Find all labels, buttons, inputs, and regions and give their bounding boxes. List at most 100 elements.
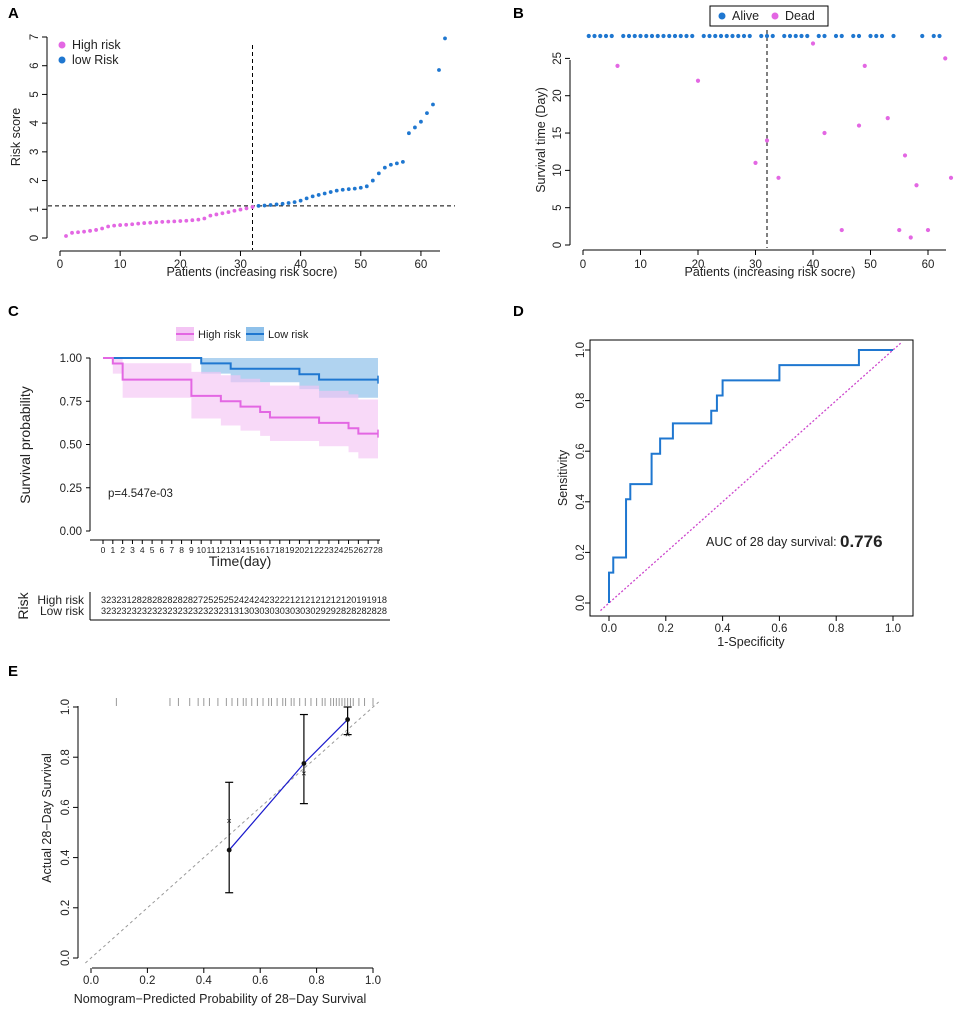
- d-ytick-label: 0.8: [575, 393, 587, 409]
- legend-high-risk-swatch: [58, 41, 66, 49]
- a-point-high-risk: [124, 222, 129, 227]
- b-point-alive: [713, 33, 718, 39]
- b-point-alive: [649, 33, 655, 39]
- panel-d-auc-value: 0.776: [840, 532, 883, 551]
- e-ytick-label: 1.0: [60, 699, 72, 715]
- c-survival-curve-low-risk: [103, 357, 378, 381]
- e-ideal-marker: ×: [345, 730, 350, 740]
- d-ytick-label: 1.0: [575, 342, 587, 358]
- risk-table-title: Risk: [15, 591, 31, 619]
- b-point-alive: [678, 33, 683, 39]
- b-point-alive: [822, 33, 827, 39]
- b-point-alive: [592, 33, 597, 39]
- a-ytick-label: 7: [29, 34, 41, 40]
- a-point-low-risk: [292, 200, 297, 205]
- a-point-high-risk: [178, 219, 183, 223]
- b-point-alive: [879, 33, 885, 39]
- a-point-high-risk: [82, 229, 86, 234]
- a-point-low-risk: [346, 187, 351, 192]
- a-point-low-risk: [400, 160, 405, 164]
- b-ytick-label: 15: [552, 127, 564, 140]
- risk-table-low-label: Low risk: [40, 604, 85, 618]
- e-ytick-label: 0.2: [60, 900, 72, 916]
- c-xtick-label: 23: [324, 545, 334, 555]
- panel-b-xlabel: Patients (increasing risk socre): [685, 265, 856, 279]
- a-point-low-risk: [443, 36, 447, 41]
- b-point-alive: [707, 33, 712, 39]
- c-ytick-label: 0.50: [60, 440, 82, 452]
- c-xtick-label: 25: [344, 545, 354, 555]
- a-point-low-risk: [298, 198, 303, 203]
- d-ytick-label: 0.0: [575, 595, 587, 611]
- b-point-dead: [615, 63, 620, 68]
- b-point-dead: [862, 63, 867, 68]
- a-point-high-risk: [214, 212, 219, 217]
- b-point-alive: [764, 33, 770, 39]
- panel-b: B 0 10 20 30 40 50 60 0 5 10 15 20 25 Alive Dead Pat…: [513, 5, 954, 279]
- a-point-low-risk: [437, 68, 441, 72]
- b-point-dead: [908, 235, 913, 240]
- c-xtick-label: 13: [226, 545, 236, 555]
- b-point-dead: [839, 227, 844, 233]
- panel-e-xlabel: Nomogram−Predicted Probability of 28−Day…: [74, 992, 367, 1006]
- b-point-alive: [632, 33, 637, 39]
- legend-dead-swatch: [771, 12, 779, 20]
- c-xtick-label: 2: [120, 545, 125, 555]
- panel-a-ticks: 0 10 20 30 40 50 60 0 1 2 3 4 5 6 7: [29, 34, 427, 271]
- b-point-alive: [937, 33, 942, 39]
- panel-d-ylabel: Sensitivity: [556, 449, 570, 506]
- b-point-alive: [598, 33, 603, 39]
- b-point-alive: [759, 33, 764, 39]
- panel-d-xlabel: 1-Specificity: [717, 635, 785, 649]
- a-point-high-risk: [184, 218, 189, 223]
- a-point-high-risk: [196, 217, 201, 222]
- a-xtick-label: 50: [354, 259, 367, 271]
- b-point-dead: [810, 41, 816, 46]
- e-observed-point: [345, 717, 351, 722]
- b-point-alive: [805, 33, 810, 39]
- a-point-low-risk: [262, 203, 267, 208]
- d-ytick-label: 0.2: [575, 544, 587, 560]
- c-xtick-label: 3: [130, 545, 135, 555]
- a-xtick-label: 30: [234, 259, 247, 271]
- a-point-low-risk: [268, 203, 273, 207]
- b-point-alive: [793, 33, 798, 39]
- risk-table-high-label: High risk: [37, 593, 85, 607]
- panel-b-ylabel: Survival time (Day): [534, 87, 548, 193]
- a-point-low-risk: [376, 171, 381, 176]
- b-point-alive: [724, 33, 729, 39]
- a-point-high-risk: [190, 218, 195, 223]
- a-point-low-risk: [413, 125, 417, 130]
- b-point-alive: [603, 33, 609, 39]
- panel-c-xlabel: Time(day): [209, 553, 272, 569]
- panel-c: C High risk Low risk 0 1 2 3 4 5 6 7 8 9 10 11 12 13 1…: [8, 303, 390, 621]
- b-point-alive: [672, 33, 678, 39]
- b-xtick-label: 10: [634, 259, 647, 271]
- a-xtick-label: 10: [114, 259, 127, 271]
- a-point-high-risk: [100, 226, 105, 231]
- e-xtick-label: 0.8: [309, 975, 325, 987]
- a-ytick-label: 0: [29, 235, 41, 241]
- c-ytick-label: 0.75: [60, 396, 82, 408]
- d-xtick-label: 0.8: [828, 623, 844, 635]
- b-point-alive: [626, 33, 632, 39]
- panel-b-legend-box: [709, 5, 829, 27]
- panel-c-label: C: [8, 303, 19, 320]
- b-point-alive: [684, 33, 689, 39]
- d-xtick-label: 0.2: [658, 623, 674, 635]
- a-point-high-risk: [244, 206, 249, 211]
- a-point-high-risk: [64, 234, 68, 238]
- e-ytick-label: 0.6: [60, 799, 72, 815]
- a-point-high-risk: [220, 211, 225, 216]
- b-point-dead: [914, 183, 919, 188]
- panel-e: E 0.0 0.2 0.4 0.6 0.8 1.0 0.0 0.2 0.4 0.6 0.8 1.0 ×…: [8, 663, 381, 1006]
- a-point-high-risk: [238, 207, 243, 212]
- e-xtick-label: 0.6: [252, 975, 268, 987]
- c-xtick-label: 10: [196, 545, 206, 555]
- b-point-dead: [764, 138, 770, 143]
- a-xtick-label: 60: [415, 259, 428, 271]
- legend-c-low: Low risk: [268, 329, 309, 341]
- a-point-high-risk: [70, 230, 74, 235]
- c-xtick-label: 17: [265, 545, 275, 555]
- a-point-high-risk: [226, 210, 231, 215]
